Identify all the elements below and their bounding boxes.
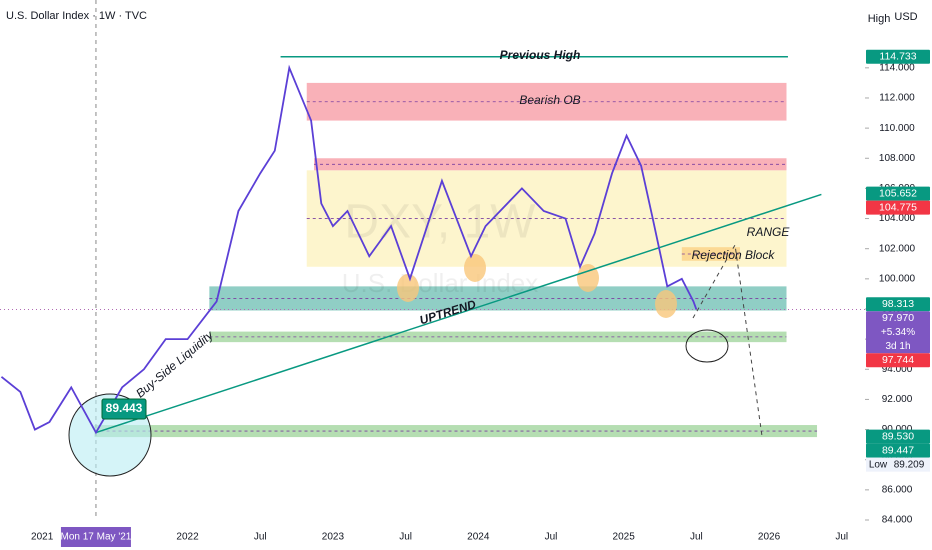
price-tag-extra: +5.34% — [881, 327, 915, 338]
x-tick-label: 2021 — [31, 532, 54, 543]
x-tick-label: Jul — [690, 532, 703, 543]
axis-label: High — [868, 13, 891, 25]
x-tick-label: 2025 — [613, 532, 636, 543]
price-tag-label: 97.970 — [882, 312, 914, 324]
price-tag-label: 98.313 — [882, 298, 914, 310]
x-tick-label: 2026 — [758, 532, 781, 543]
highlight — [655, 290, 677, 318]
x-tick-label: Mon 17 May '21 — [61, 532, 132, 543]
price-tag — [866, 429, 930, 444]
price-tag — [866, 297, 930, 312]
y-tick-label: 110.000 — [879, 123, 915, 134]
y-tick-label: 114.000 — [879, 62, 915, 73]
price-tag-label: 89.530 — [882, 430, 914, 442]
zone — [681, 247, 740, 261]
y-tick-label: 102.000 — [879, 243, 916, 254]
price-tag — [866, 353, 930, 368]
x-tick-label: 2022 — [176, 532, 199, 543]
y-tick-label: 92.000 — [882, 394, 913, 405]
point-label-box — [101, 398, 147, 420]
highlight — [577, 264, 599, 292]
y-tick-label: 84.000 — [882, 515, 913, 526]
price-tag — [866, 186, 930, 201]
x-tick-label: Jul — [835, 532, 848, 543]
y-tick-label: 100.000 — [879, 273, 916, 284]
x-tick-label: Jul — [545, 532, 558, 543]
trend-line — [95, 193, 822, 434]
price-tag-label: 114.733 — [879, 51, 916, 63]
price-tag-label: 97.744 — [882, 354, 914, 366]
watermark: U.S. Dollar Index — [342, 268, 539, 298]
price-tag-extra: 3d 1h — [885, 341, 910, 352]
watermark: DXY, 1W — [344, 196, 536, 249]
price-tag-label: 104.775 — [879, 201, 917, 213]
low-value: 89.209 — [894, 459, 925, 470]
x-tick-label: 2024 — [467, 532, 490, 543]
price-tag-label: 89.447 — [882, 444, 914, 456]
y-tick-label: 86.000 — [882, 484, 913, 495]
price-tag — [866, 311, 930, 354]
x-tick-label: 2023 — [322, 532, 345, 543]
y-tick-label: 112.000 — [879, 93, 915, 104]
highlight — [397, 274, 419, 302]
annotation: Rejection Block — [692, 248, 776, 262]
highlight — [464, 254, 486, 282]
x-tick-label: Jul — [399, 532, 412, 543]
price-tag — [866, 443, 930, 458]
y-tick-label: 94.000 — [882, 364, 913, 375]
price-tag-label: 105.652 — [879, 187, 917, 199]
point-label: 89.443 — [106, 401, 143, 415]
low-box — [866, 457, 930, 472]
annotation: Bearish OB — [519, 93, 580, 107]
price-line — [0, 64, 698, 435]
y-tick-label: 108.000 — [879, 153, 916, 164]
chart-title: U.S. Dollar Index · 1W · TVC — [6, 10, 147, 22]
price-tag — [866, 200, 930, 215]
x-tick-highlight — [60, 527, 131, 547]
target-circle — [685, 329, 729, 363]
x-tick-label: Jul — [254, 532, 267, 543]
axis-label: USD — [894, 11, 917, 23]
annotation: Previous High — [500, 48, 581, 62]
y-tick-label: 104.000 — [879, 213, 916, 224]
price-tag — [866, 49, 930, 64]
annotation: RANGE — [747, 225, 791, 239]
low-label: Low — [869, 459, 888, 470]
